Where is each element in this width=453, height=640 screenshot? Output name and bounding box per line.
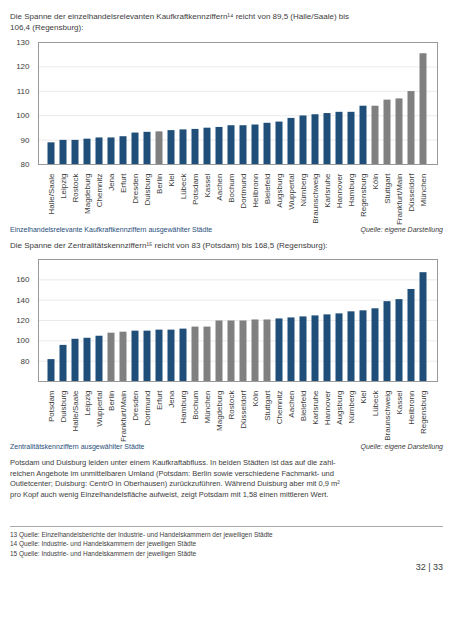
svg-text:Augsburg: Augsburg [335, 391, 344, 425]
svg-text:Potsdam: Potsdam [47, 391, 56, 423]
svg-text:120: 120 [16, 316, 30, 325]
svg-text:Nürnberg: Nürnberg [347, 391, 356, 424]
svg-text:Düsseldorf: Düsseldorf [239, 390, 248, 429]
html-text:Quelle: eigene Darstellung: Quelle: eigene Darstellung [360, 443, 443, 451]
svg-text:Stuttgart: Stuttgart [263, 390, 272, 421]
svg-text:Dortmund: Dortmund [143, 391, 152, 426]
svg-text:Potsdam: Potsdam [191, 173, 200, 205]
svg-text:Jena: Jena [167, 390, 176, 408]
svg-text:Erfurt: Erfurt [155, 390, 164, 410]
svg-text:Hannover: Hannover [335, 173, 344, 208]
svg-text:100: 100 [16, 111, 30, 120]
svg-text:München: München [419, 173, 428, 206]
svg-text:Halle/Saale: Halle/Saale [47, 173, 56, 214]
svg-text:Köln: Köln [251, 391, 260, 407]
svg-text:Chemnitz: Chemnitz [275, 391, 284, 425]
svg-text:Halle/Saale: Halle/Saale [71, 390, 80, 431]
svg-text:Hannover: Hannover [323, 391, 332, 426]
svg-text:Magdeburg: Magdeburg [215, 391, 224, 431]
svg-text:Rostock: Rostock [227, 390, 236, 420]
html-text:15 Quelle: Industrie- und Hand: 15 Quelle: Industrie- und Handelskammern… [10, 549, 197, 557]
svg-text:Dortmund: Dortmund [239, 173, 248, 208]
svg-text:Stuttgart: Stuttgart [383, 172, 392, 203]
html-text:Einzelhandelsrelevante Kaufkra: Einzelhandelsrelevante Kaufkraftkennziff… [10, 225, 213, 233]
svg-text:Frankfurt/Main: Frankfurt/Main [395, 173, 404, 225]
svg-text:Bochum: Bochum [227, 173, 236, 203]
svg-text:Kiel: Kiel [359, 391, 368, 405]
svg-text:Regensburg: Regensburg [419, 391, 428, 435]
svg-text:90: 90 [21, 135, 30, 144]
svg-text:Lübeck: Lübeck [179, 172, 188, 199]
svg-text:Lübeck: Lübeck [371, 390, 380, 417]
svg-text:Bielefeld: Bielefeld [299, 391, 308, 422]
svg-text:Frankfurt/Main: Frankfurt/Main [119, 391, 128, 443]
html-text:32 | 33: 32 | 33 [415, 561, 443, 572]
svg-text:Kiel: Kiel [167, 173, 176, 187]
svg-text:Magdeburg: Magdeburg [83, 173, 92, 213]
svg-text:Aachen: Aachen [215, 173, 224, 200]
svg-text:Leipzig: Leipzig [83, 391, 92, 416]
svg-text:Berlin: Berlin [155, 173, 164, 193]
svg-text:Kassel: Kassel [395, 391, 404, 415]
svg-text:Düsseldorf: Düsseldorf [407, 172, 416, 211]
svg-text:Dresden: Dresden [131, 391, 140, 421]
svg-text:Karlsruhe: Karlsruhe [311, 390, 320, 425]
html-text:Die Spanne der Zentralitätsken: Die Spanne der Zentralitätskennziffern¹⁵… [10, 240, 328, 250]
svg-text:Karlsruhe: Karlsruhe [323, 173, 332, 208]
svg-text:110: 110 [17, 86, 30, 95]
html-text:Die Spanne der einzelhandelsre: Die Spanne der einzelhandelsrelevanten K… [10, 12, 349, 32]
svg-text:Nürnberg: Nürnberg [299, 173, 308, 206]
svg-text:Kassel: Kassel [203, 173, 212, 197]
svg-text:München: München [203, 391, 212, 424]
html-text:Zentralitätskennziffern ausgew: Zentralitätskennziffern ausgewählter Stä… [10, 443, 145, 451]
svg-text:Heilbronn: Heilbronn [407, 391, 416, 425]
svg-text:Braunschweig: Braunschweig [383, 391, 392, 441]
svg-text:130: 130 [16, 38, 30, 47]
html-text:14 Quelle: Industrie- und Hand: 14 Quelle: Industrie- und Handelskammern… [10, 540, 197, 548]
svg-text:Hamburg: Hamburg [347, 173, 356, 206]
svg-text:Wuppertal: Wuppertal [287, 173, 296, 210]
svg-text:Augsburg: Augsburg [275, 173, 284, 207]
svg-text:Regensburg: Regensburg [359, 173, 368, 217]
svg-text:100: 100 [16, 337, 30, 346]
svg-text:Rostock: Rostock [71, 172, 80, 202]
svg-text:160: 160 [16, 276, 30, 285]
svg-text:Jena: Jena [107, 173, 116, 191]
svg-text:Leipzig: Leipzig [59, 173, 68, 198]
html-text:Potsdam und Duisburg leiden un: Potsdam und Duisburg leiden unter einem … [10, 458, 340, 499]
svg-text:Hamburg: Hamburg [179, 391, 188, 424]
html-text:13 Quelle: Einzelhandelsberich: 13 Quelle: Einzelhandelsberichte der Ind… [10, 531, 273, 539]
svg-text:120: 120 [16, 62, 30, 71]
svg-text:Bielefeld: Bielefeld [263, 173, 272, 204]
svg-text:Erfurt: Erfurt [119, 172, 128, 192]
svg-text:Chemnitz: Chemnitz [95, 173, 104, 207]
svg-text:Aachen: Aachen [287, 391, 296, 418]
svg-text:80: 80 [21, 357, 30, 366]
svg-text:140: 140 [16, 296, 30, 305]
svg-text:Bochum: Bochum [191, 391, 200, 421]
svg-text:Dresden: Dresden [131, 173, 140, 203]
svg-text:Wuppertal: Wuppertal [95, 391, 104, 428]
html-text:Quelle: eigene Darstellung: Quelle: eigene Darstellung [360, 225, 443, 233]
svg-text:Braunschweig: Braunschweig [311, 173, 320, 223]
svg-text:80: 80 [21, 160, 30, 169]
svg-text:Duisburg: Duisburg [59, 391, 68, 423]
svg-text:Köln: Köln [371, 173, 380, 189]
svg-text:Berlin: Berlin [107, 391, 116, 411]
svg-text:Heilbronn: Heilbronn [251, 173, 260, 207]
svg-text:Duisburg: Duisburg [143, 173, 152, 205]
